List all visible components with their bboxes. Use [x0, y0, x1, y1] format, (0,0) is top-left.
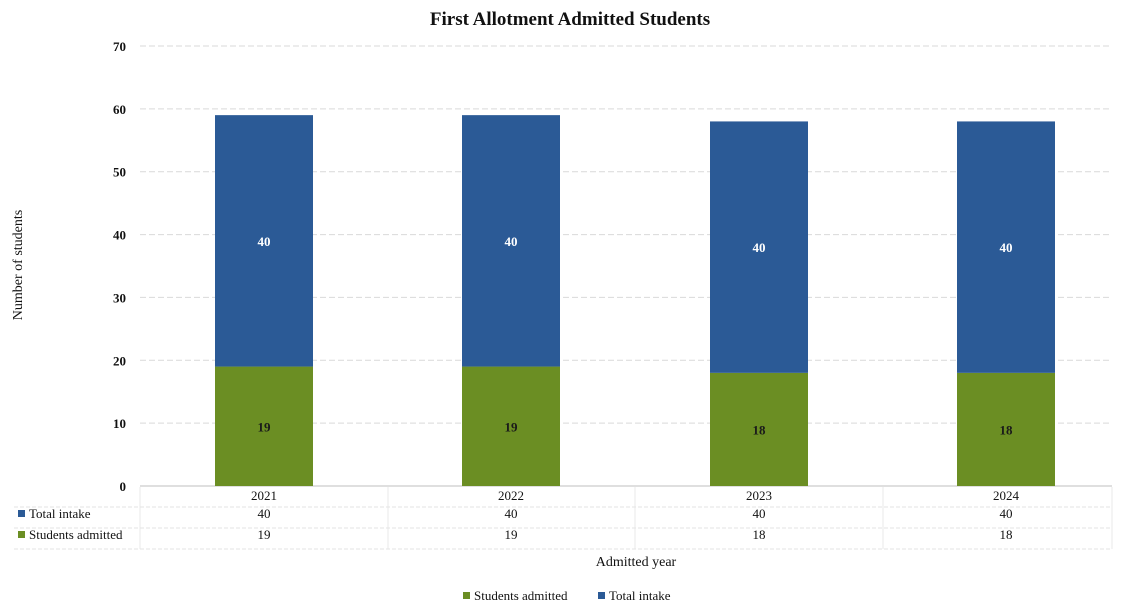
bar-students-admitted-2022: [462, 366, 560, 486]
table-cell: 40: [1000, 506, 1013, 521]
legend-label: Students admitted: [474, 588, 568, 603]
y-axis-ticks: 0 10 20 30 40 50 60 70: [113, 39, 126, 494]
y-tick-label: 60: [113, 102, 126, 117]
x-axis-title: Admitted year: [596, 555, 677, 570]
table-cell: 18: [753, 527, 766, 542]
bar-total-intake-2021: [215, 115, 313, 367]
data-label: 40: [505, 234, 518, 249]
data-label: 19: [505, 419, 519, 434]
bar-total-intake-2023: [710, 121, 808, 373]
table-cell: 40: [258, 506, 271, 521]
bars: [215, 115, 1055, 486]
table-row-label: Students admitted: [29, 527, 123, 542]
chart-title: First Allotment Admitted Students: [430, 9, 710, 30]
y-tick-label: 0: [120, 479, 127, 494]
bar-students-admitted-2024: [957, 372, 1055, 486]
x-category-label: 2024: [993, 488, 1020, 503]
x-category-label: 2023: [746, 488, 772, 503]
y-tick-label: 20: [113, 353, 126, 368]
data-labels: 19 40 19 40 18 40 18 40: [258, 234, 1014, 438]
data-label: 40: [753, 240, 766, 255]
data-label: 40: [258, 234, 271, 249]
table-row-label: Total intake: [29, 506, 91, 521]
y-axis-title: Number of students: [11, 210, 26, 320]
legend-label: Total intake: [609, 588, 671, 603]
table-cell: 40: [753, 506, 766, 521]
x-category-label: 2021: [251, 488, 277, 503]
x-category-label: 2022: [498, 488, 524, 503]
legend-swatch: [598, 592, 605, 599]
table-cell: 19: [505, 527, 518, 542]
legend-swatch: [463, 592, 470, 599]
legend: Students admitted Total intake: [463, 588, 671, 603]
y-tick-label: 30: [113, 290, 126, 305]
table-legend-key: [18, 531, 25, 538]
data-table: Total intake 40 40 40 40 Students admitted 19 1…: [14, 487, 1113, 550]
data-label: 19: [258, 419, 272, 434]
y-tick-label: 70: [113, 39, 126, 54]
table-cell: 18: [1000, 527, 1013, 542]
y-tick-label: 40: [113, 228, 126, 243]
bar-total-intake-2024: [957, 121, 1055, 373]
y-tick-label: 50: [113, 165, 126, 180]
table-cell: 19: [258, 527, 271, 542]
data-label: 18: [753, 422, 767, 437]
table-legend-key: [18, 510, 25, 517]
bar-total-intake-2022: [462, 115, 560, 367]
bar-students-admitted-2023: [710, 372, 808, 486]
y-tick-label: 10: [113, 416, 126, 431]
data-label: 40: [1000, 240, 1013, 255]
table-cell: 40: [505, 506, 518, 521]
bar-students-admitted-2021: [215, 366, 313, 486]
data-label: 18: [1000, 422, 1014, 437]
x-axis-categories: 2021 2022 2023 2024: [251, 488, 1020, 503]
